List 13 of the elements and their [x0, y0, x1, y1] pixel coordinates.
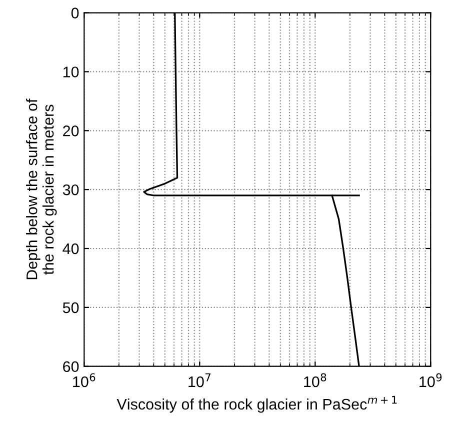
y-tick-label: 50 — [62, 302, 79, 314]
x-tick-label: 10$^{7}$ — [188, 373, 210, 388]
x-tick-label: 10$^{9}$ — [420, 373, 442, 388]
y-tick-label: 20 — [63, 126, 79, 136]
y-axis-title: Depth below the surface of the rock glacier in meters — [26, 98, 57, 280]
y-tick-label: 10 — [63, 66, 79, 78]
y-tick-label: 40 — [62, 243, 79, 254]
x-tick-label: 10$^{6}$ — [73, 373, 96, 388]
y-tick-label: 60 — [63, 361, 79, 372]
x-tick-label: 10$^{8}$ — [304, 373, 326, 388]
x-axis-title: Viscosity of the rock glacier in PaSec$^{m+1}$ — [116, 396, 397, 413]
y-tick-label: 0 — [71, 8, 79, 18]
y-tick-label: 30 — [62, 184, 79, 196]
